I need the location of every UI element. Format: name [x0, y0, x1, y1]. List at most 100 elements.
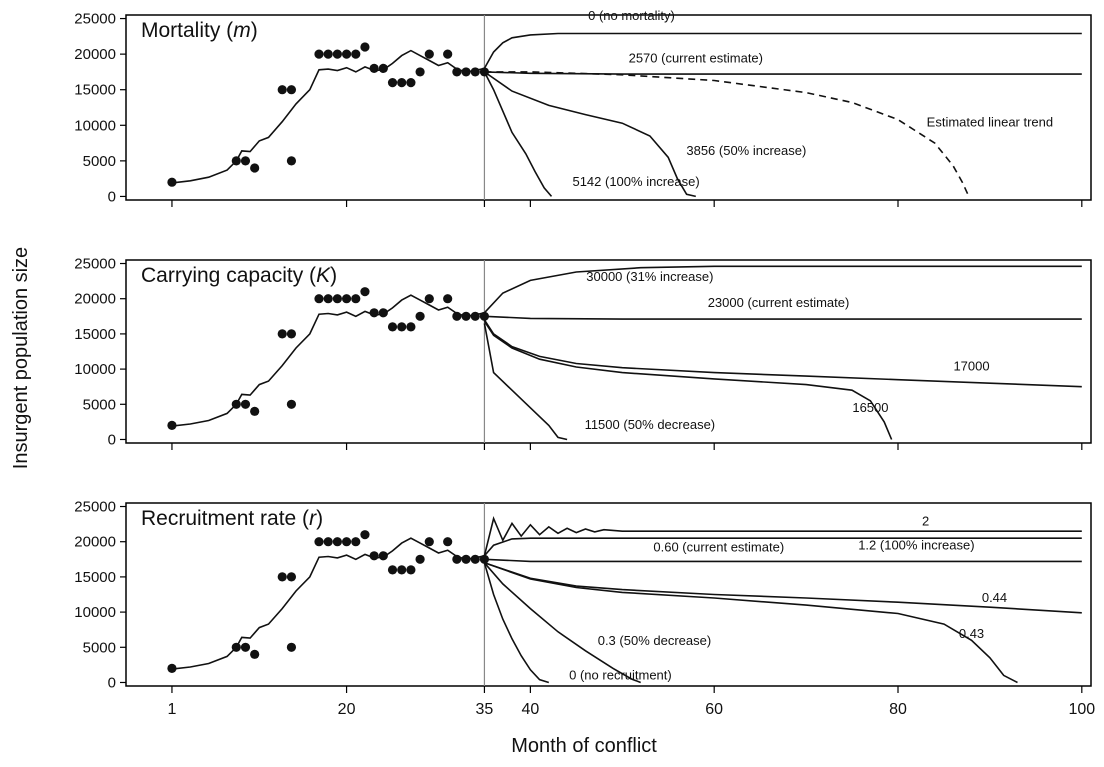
- observed-point: [341, 49, 352, 59]
- series-line-0: [483, 515, 1082, 556]
- observed-point: [240, 156, 251, 166]
- observed-point: [167, 177, 177, 187]
- y-tick-label: 0: [108, 431, 116, 448]
- fitted-line: [171, 49, 485, 184]
- series-line-6: [483, 562, 550, 684]
- series-line-2: [484, 71, 970, 197]
- panel-title: Carrying capacity (K): [141, 264, 337, 287]
- observed-point: [231, 642, 241, 652]
- observed-point: [461, 67, 471, 77]
- observed-point: [240, 399, 251, 409]
- y-axis-label: Insurgent population size: [10, 247, 32, 469]
- series-label: 30000 (31% increase): [586, 269, 713, 284]
- observed-point: [314, 537, 324, 547]
- series-label: 17000: [953, 359, 989, 374]
- x-tick-label: 80: [889, 701, 907, 718]
- observed-point: [323, 49, 333, 59]
- series-line-3: [483, 71, 696, 198]
- series-label: 23000 (current estimate): [708, 295, 850, 310]
- series-label: 0.3 (50% decrease): [598, 633, 711, 648]
- y-tick-label: 20000: [74, 534, 116, 551]
- panel-title-text: ): [316, 507, 323, 530]
- y-tick-label: 10000: [74, 604, 116, 621]
- observed-point: [387, 565, 398, 575]
- plot-frame: [125, 14, 1092, 201]
- series-label: 2570 (current estimate): [629, 51, 763, 66]
- series-label: 16500: [852, 400, 888, 415]
- observed-point: [424, 49, 434, 59]
- observed-point: [314, 294, 324, 304]
- series-label: 1.2 (100% increase): [858, 537, 974, 552]
- observed-point: [277, 85, 287, 95]
- observed-point: [323, 537, 333, 547]
- observed-point: [277, 329, 287, 339]
- observed-point: [332, 537, 342, 547]
- x-tick-label: 20: [338, 701, 356, 718]
- observed-point: [286, 329, 297, 339]
- observed-point: [470, 67, 480, 77]
- observed-point: [470, 311, 480, 321]
- observed-point: [397, 77, 407, 88]
- observed-point: [341, 537, 352, 547]
- observed-point: [332, 49, 342, 59]
- y-tick-label: 5000: [83, 396, 116, 413]
- observed-point: [323, 294, 333, 304]
- panel-title-variable: m: [233, 19, 251, 42]
- observed-point: [406, 77, 416, 88]
- observed-point: [351, 537, 361, 547]
- observed-point: [461, 554, 471, 564]
- observed-point: [424, 537, 434, 547]
- series-label: 2: [922, 514, 929, 529]
- observed-point: [397, 322, 407, 332]
- panel-title: Mortality (m): [141, 19, 258, 42]
- observed-point: [240, 642, 251, 652]
- x-axis-label: Month of conflict: [511, 735, 657, 757]
- observed-point: [406, 565, 416, 575]
- x-tick-label: 35: [476, 701, 494, 718]
- observed-point: [314, 49, 324, 59]
- series-label: 0.43: [959, 626, 984, 641]
- series-label: 11500 (50% decrease): [585, 417, 716, 432]
- y-tick-label: 15000: [74, 82, 116, 99]
- plot-frame: [125, 502, 1092, 687]
- x-tick-label: 100: [1068, 701, 1095, 718]
- y-tick-label: 10000: [74, 361, 116, 378]
- y-tick-label: 20000: [74, 291, 116, 308]
- y-tick-label: 0: [108, 188, 116, 205]
- observed-point: [231, 399, 241, 409]
- series-label: 0 (no recruitment): [569, 668, 672, 683]
- plot-frame: [125, 259, 1092, 444]
- observed-point: [286, 156, 297, 166]
- observed-point: [387, 322, 398, 332]
- panel-title-variable: K: [316, 264, 331, 287]
- y-tick-label: 15000: [74, 569, 116, 586]
- observed-point: [387, 77, 398, 88]
- panel-mortality: 0 5000 10000 15000 20000 25000 0 (no mortality…: [74, 8, 1092, 207]
- observed-point: [286, 642, 297, 652]
- x-tick-label: 1: [167, 701, 176, 718]
- panel-title: Recruitment rate (r): [141, 507, 323, 530]
- observed-point: [479, 311, 490, 321]
- y-tick-label: 15000: [74, 326, 116, 343]
- observed-point: [250, 406, 260, 416]
- observed-point: [360, 530, 370, 540]
- observed-point: [369, 63, 379, 73]
- observed-point: [351, 294, 361, 304]
- series-line-4: [483, 323, 568, 441]
- observed-point: [452, 554, 462, 564]
- observed-point: [415, 67, 425, 77]
- y-tick-label: 0: [108, 674, 116, 691]
- observed-point: [479, 554, 490, 564]
- series-line-1: [483, 537, 1082, 557]
- series-line-0: [483, 265, 1082, 314]
- observed-point: [479, 67, 490, 77]
- series-line-0: [483, 32, 1082, 69]
- fitted-line: [171, 537, 485, 670]
- fitted-line: [171, 294, 485, 427]
- series-line-5: [483, 562, 641, 684]
- y-tick-label: 5000: [83, 153, 116, 170]
- observed-point: [470, 554, 480, 564]
- y-tick-label: 25000: [74, 256, 116, 273]
- panel-title-variable: r: [309, 507, 317, 530]
